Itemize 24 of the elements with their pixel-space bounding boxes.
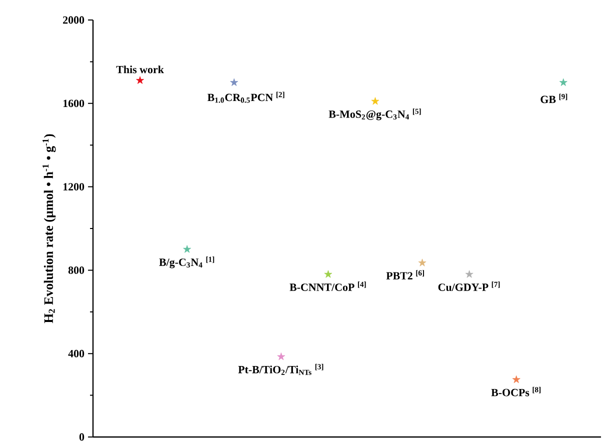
y-tick-label: 2000 (63, 16, 84, 24)
y-tick-label: 1600 (63, 100, 84, 108)
y-tick-label: 800 (68, 266, 84, 274)
series-label: Cu/GDY-P $^{[7]}$ (438, 282, 500, 291)
y-tick-label: 1200 (63, 183, 84, 190)
y-tick-label: 0 (79, 433, 84, 441)
point (512, 375, 520, 384)
point (230, 78, 238, 86)
y-tick-label: 400 (68, 350, 84, 358)
point (324, 270, 332, 278)
series-label: GB $^{[9]}$ (540, 94, 568, 104)
series-label: B-CNNT/CoP $^{[4]}$ (290, 282, 366, 291)
series-label: B-OCPs $^{[8]}$ (491, 386, 541, 396)
point (559, 78, 568, 86)
point (277, 352, 286, 360)
series-label: B$_{1.0}$CR$_{0.5}$PCN $^{[2]}$ (208, 92, 284, 103)
point (183, 245, 192, 253)
series-label: PBT2 $^{[6]}$ (386, 270, 424, 280)
y-axis-title: H$_{2}$ Evolution rate (μmol • h$^{-1}$ • g$^{-1}$) (42, 134, 56, 324)
point (136, 76, 144, 84)
point (465, 270, 474, 278)
series-label: This work (116, 66, 164, 74)
point (371, 97, 380, 105)
point (418, 258, 426, 266)
